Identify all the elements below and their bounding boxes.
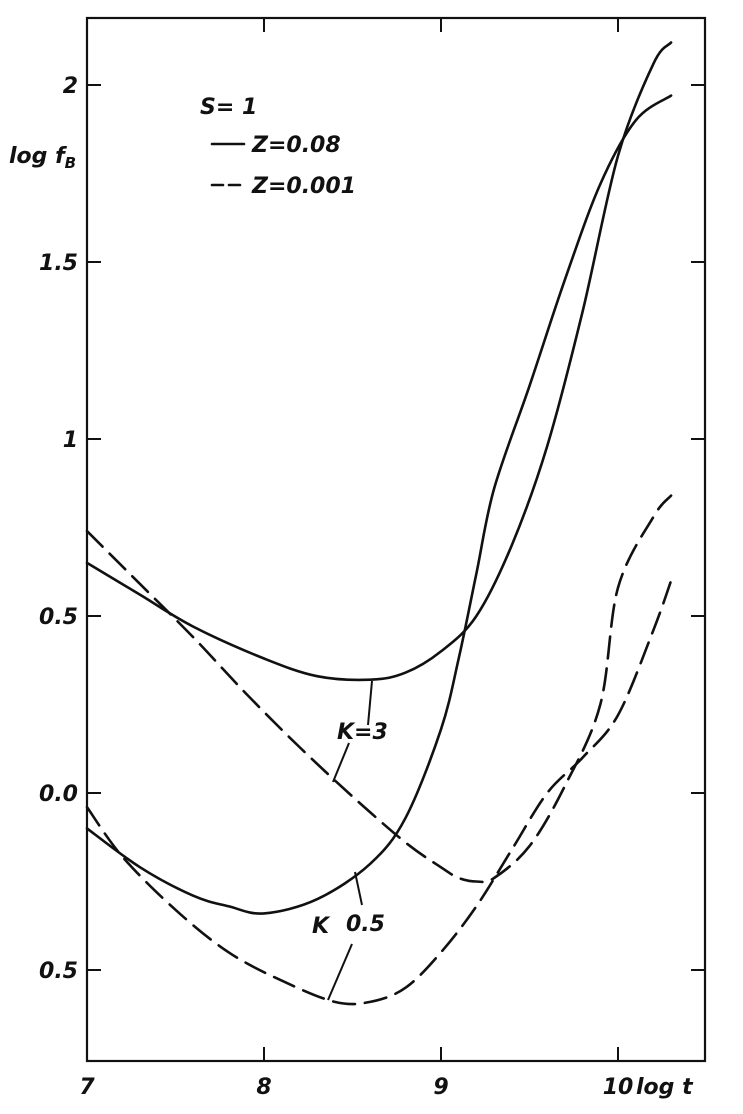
legend-label-solid: Z=0.08 [251, 133, 341, 158]
annotations: K=3 K 0.5 [312, 680, 388, 1001]
tick-marks [86, 18, 705, 1061]
y-tick-label: 1 [63, 428, 78, 453]
y-axis-label-sub: B [65, 154, 76, 172]
legend-header: S= 1 [200, 95, 257, 120]
series-curve-2-solid [85, 94, 673, 915]
annotation-05: 0.5 [346, 912, 385, 937]
annotation-leader-05 [327, 943, 353, 1001]
y-tick-label: 0.0 [39, 782, 78, 807]
series-curve-4-dashed [85, 579, 673, 1006]
x-tick-label: 8 [256, 1075, 271, 1100]
x-axis-label: log t [636, 1075, 694, 1100]
curves [85, 41, 673, 1006]
annotation-leader-k [354, 871, 363, 906]
tick-labels: 7 8 9 10 2 1.5 1 0.5 0.0 0.5 [39, 74, 633, 1100]
x-tick-label: 10 [603, 1075, 634, 1100]
series-curve-1-solid [85, 41, 673, 682]
annotation-k3: K=3 [337, 720, 388, 745]
legend-label-dashed: Z=0.001 [251, 174, 356, 199]
annotation-k: K [312, 914, 331, 939]
y-tick-label: 2 [63, 74, 78, 99]
y-axis-label-main: log f [9, 144, 67, 169]
annotation-leader-k3-lower [332, 742, 350, 783]
annotation-leader-k3 [367, 680, 373, 726]
legend: S= 1 Z=0.08 Z=0.001 [200, 95, 356, 199]
x-tick-label: 9 [433, 1075, 448, 1100]
y-tick-label: 1.5 [39, 251, 78, 276]
y-tick-label: 0.5 [39, 959, 78, 984]
y-tick-label: 0.5 [39, 605, 78, 630]
series-curve-3-dashed [85, 494, 673, 884]
plot-frame [85, 16, 707, 1063]
y-axis-label: log fB [9, 144, 76, 172]
x-tick-label: 7 [79, 1075, 95, 1100]
